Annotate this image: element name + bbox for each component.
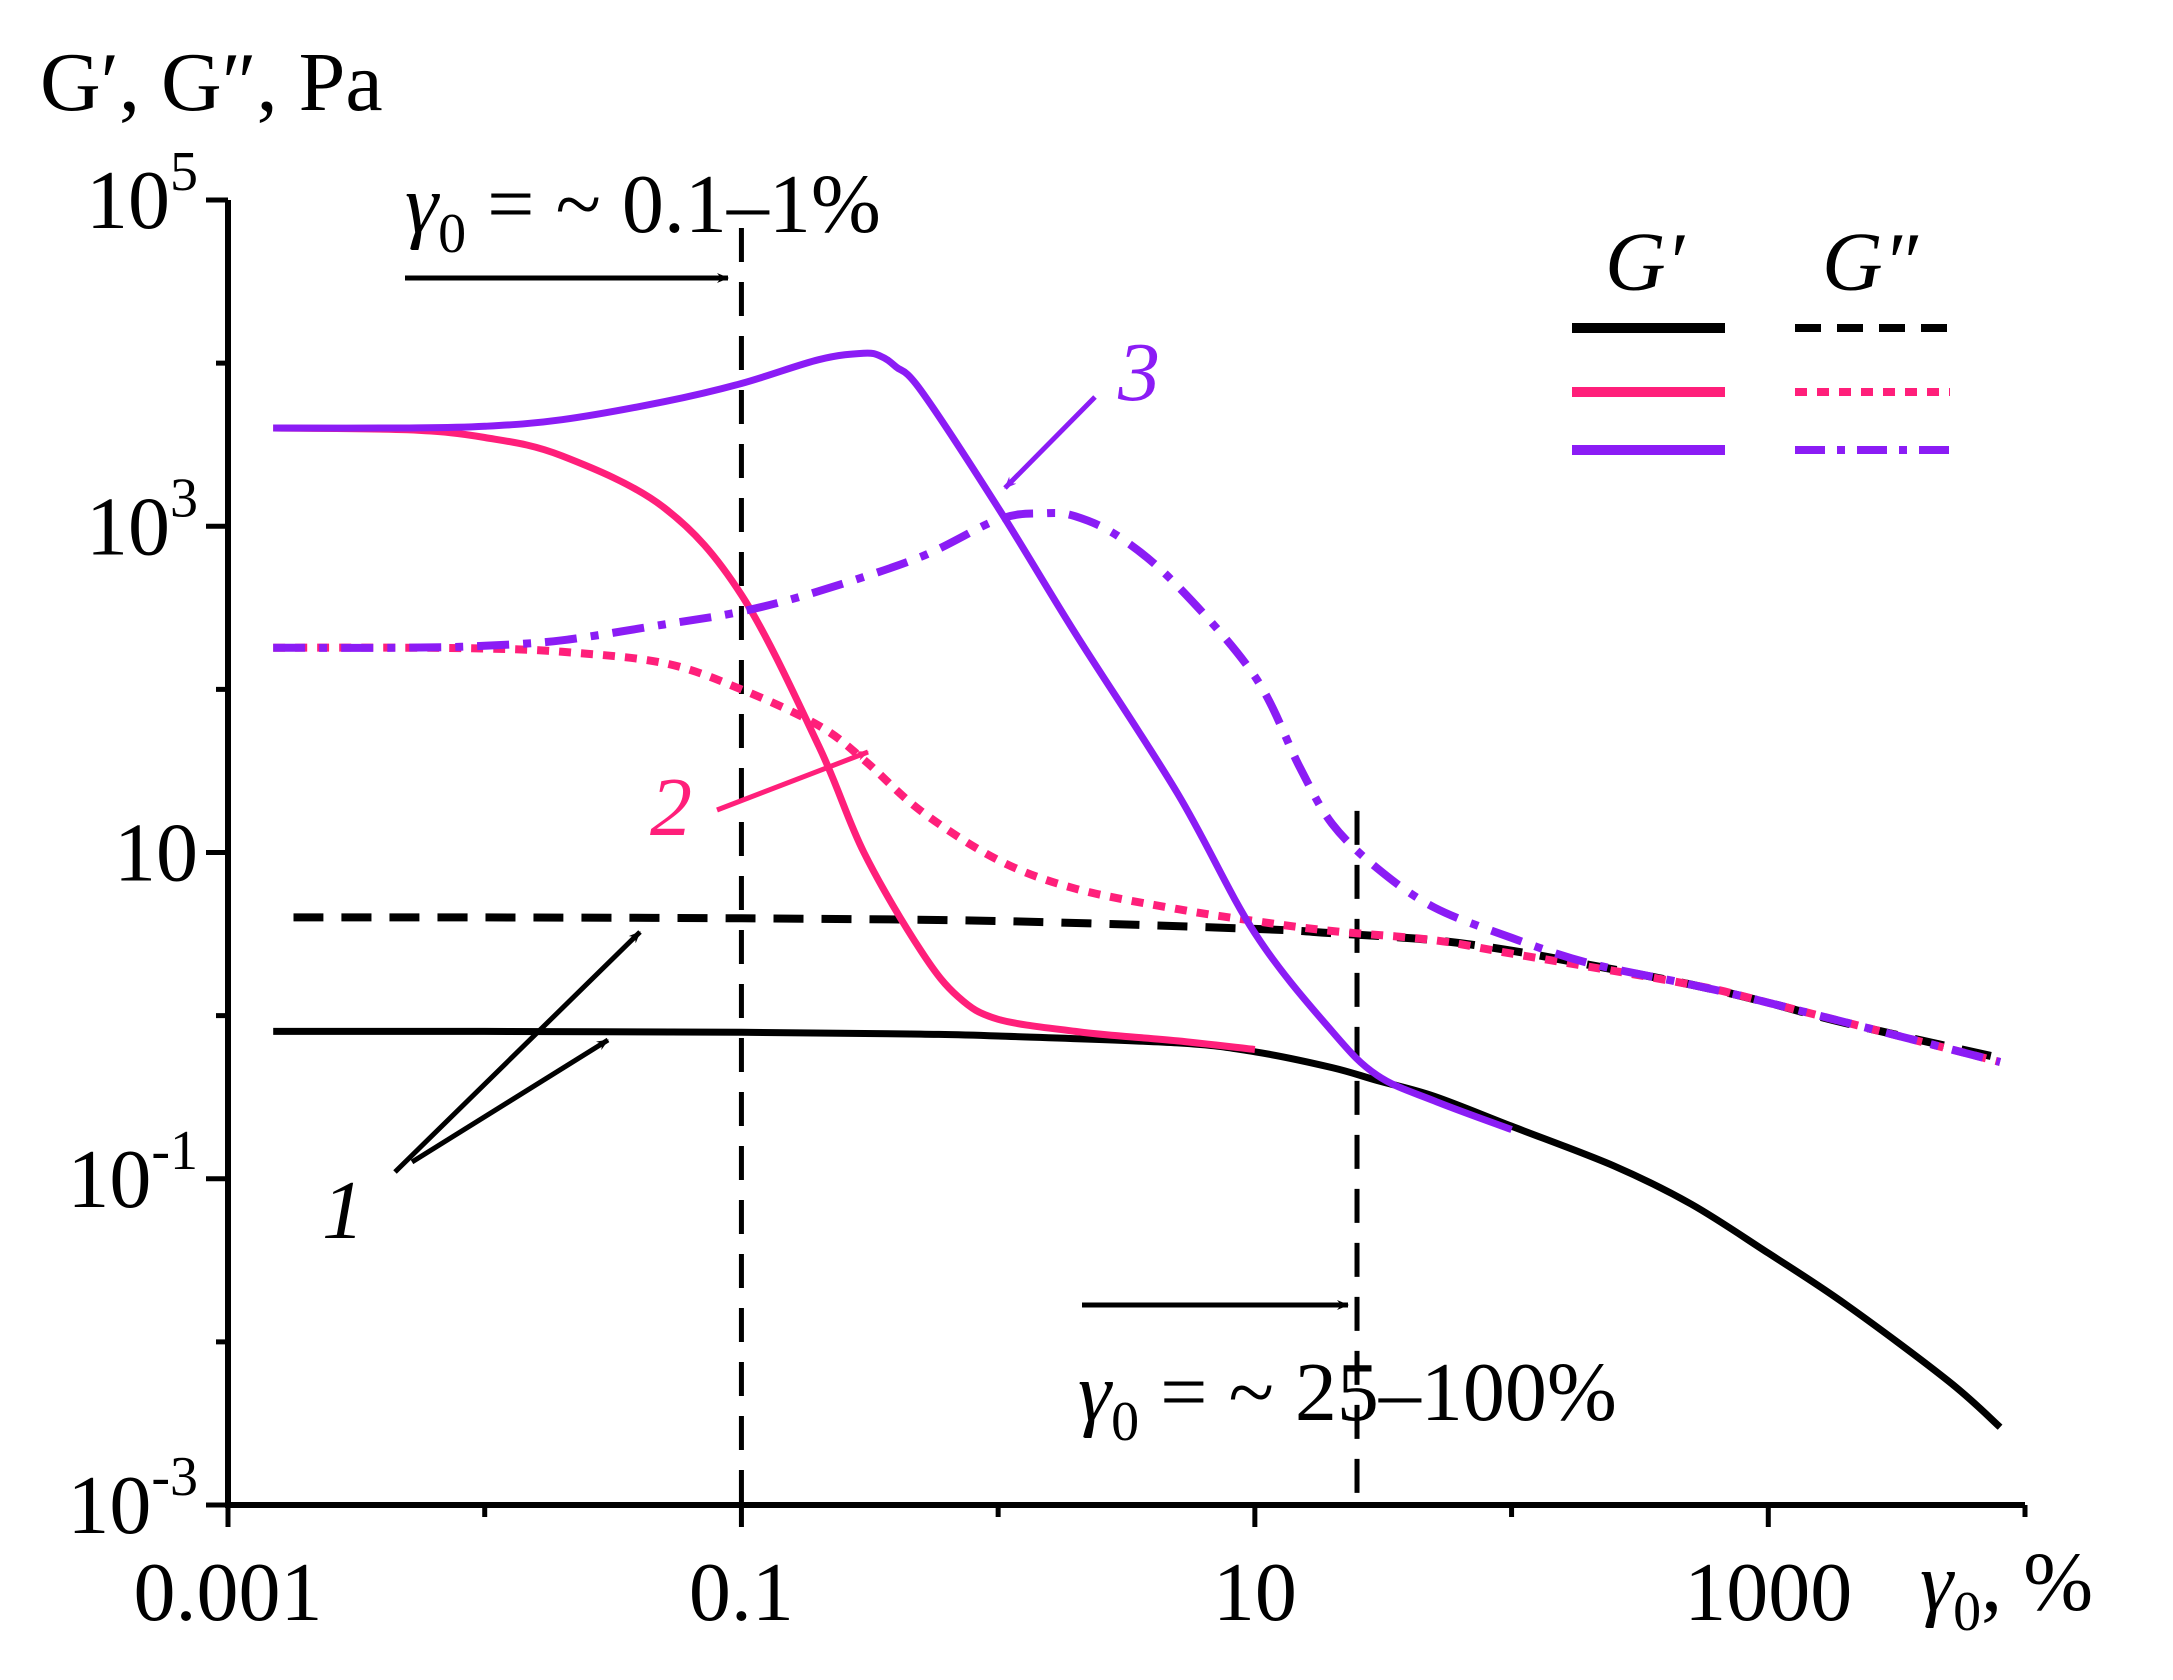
y-tick-label: 10: [114, 807, 198, 900]
series-curve-3-gprime: [273, 349, 1513, 1133]
series-curve-1-gprime: [273, 1027, 2003, 1430]
series-curve-2-gdoubleprime: [273, 643, 2002, 1066]
y-tick-label: 105: [86, 141, 198, 247]
legend-header-gprime: G′: [1605, 216, 1686, 309]
x-tick-label: 0.1: [689, 1546, 794, 1639]
curve-label-3: 3: [1117, 326, 1160, 419]
curve-1-arrow-gp: [410, 1037, 610, 1165]
y-axis-title: G′, G″, Pa: [40, 36, 383, 129]
series: [273, 349, 2003, 1430]
legend: G′ G″: [1572, 216, 1950, 455]
curve-label-2: 2: [650, 761, 692, 854]
ticks: 0.001 0.1 10 1000 105 103 10 10-1 10-3: [67, 141, 2028, 1639]
curve-3-arrow: [1003, 395, 1097, 490]
y-tick-label: 103: [86, 467, 198, 573]
x-tick-label: 1000: [1684, 1546, 1852, 1639]
y-tick-label: 10-3: [67, 1446, 198, 1552]
strain-markers: [738, 228, 1360, 1505]
x-tick-label: 10: [1213, 1546, 1297, 1639]
series-curve-2-gprime: [273, 424, 1256, 1053]
y-tick-label: 10-1: [67, 1120, 198, 1226]
curve-1-arrow-gpp: [393, 930, 642, 1174]
x-axis-title: γ0, %: [1920, 1536, 2093, 1643]
annotation-linear-limit: γ0 = ~ 0.1–1%: [405, 158, 881, 265]
series-curve-3-gdoubleprime: [273, 508, 2002, 1066]
x-axis-title-symbol: γ: [1920, 1536, 1955, 1629]
annotation-yield-range: γ0 = ~ 25–100%: [1078, 1346, 1617, 1453]
x-axis-title-subscript: 0: [1953, 1581, 1981, 1643]
x-tick-label: 0.001: [134, 1546, 323, 1639]
legend-header-gdoubleprime: G″: [1822, 216, 1919, 309]
curve-label-1: 1: [322, 1164, 364, 1257]
curve-2-arrow: [716, 749, 869, 813]
